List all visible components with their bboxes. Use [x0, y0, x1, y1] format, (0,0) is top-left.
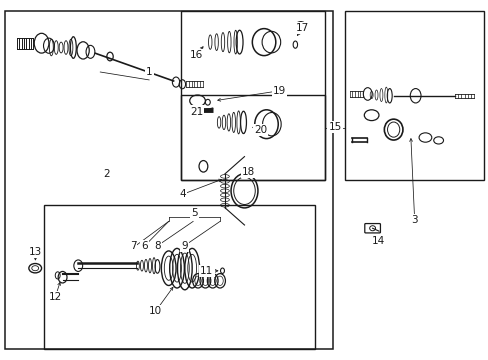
Text: 9: 9 — [181, 241, 188, 251]
Bar — [181, 11, 325, 180]
Text: 21: 21 — [189, 107, 203, 117]
Text: 11: 11 — [200, 266, 213, 276]
Text: 13: 13 — [29, 247, 42, 257]
Bar — [181, 95, 325, 180]
Text: 5: 5 — [190, 208, 197, 218]
Text: 15: 15 — [327, 122, 341, 132]
Text: 3: 3 — [410, 215, 417, 225]
Text: 14: 14 — [370, 236, 384, 246]
Text: 10: 10 — [149, 306, 162, 316]
Text: 12: 12 — [48, 292, 62, 302]
Text: 7: 7 — [129, 241, 136, 251]
Text: 16: 16 — [189, 50, 203, 60]
Bar — [344, 11, 483, 180]
Text: 20: 20 — [254, 125, 266, 135]
Text: 19: 19 — [272, 86, 286, 96]
Bar — [5, 11, 332, 349]
Text: 1: 1 — [145, 67, 152, 77]
Text: 8: 8 — [154, 241, 161, 251]
Text: 17: 17 — [295, 23, 308, 33]
Text: 18: 18 — [241, 167, 255, 177]
Bar — [44, 205, 315, 349]
Text: 6: 6 — [141, 241, 147, 251]
Text: 4: 4 — [179, 189, 185, 199]
Text: 2: 2 — [103, 168, 110, 179]
